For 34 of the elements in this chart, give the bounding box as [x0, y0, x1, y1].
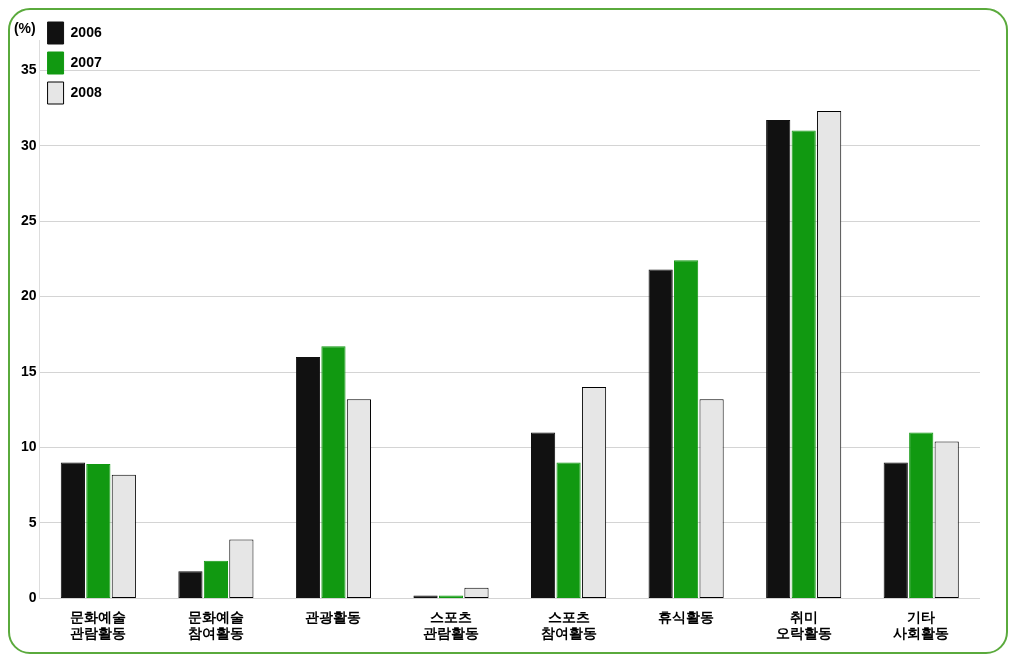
bar [295, 356, 321, 598]
legend-label: 2008 [70, 83, 102, 100]
bar [674, 260, 699, 598]
y-tick-label: 15 [20, 362, 37, 379]
bar [766, 119, 791, 598]
bar [909, 432, 934, 598]
bar [883, 462, 908, 598]
x-tick-label: 휴식활동 [658, 608, 715, 625]
x-tick-label: 취미 오락활동 [775, 608, 832, 642]
y-tick-label: 20 [20, 287, 37, 304]
bar [556, 462, 581, 598]
y-tick-label: 5 [28, 513, 37, 530]
y-axis-title: (%) [13, 19, 36, 36]
y-tick-label: 35 [20, 61, 37, 78]
legend-label: 2006 [70, 23, 102, 40]
x-tick-label: 관광활동 [305, 608, 362, 625]
bar [203, 560, 228, 598]
y-tick-label: 25 [20, 211, 37, 228]
x-tick-label: 스포츠 참여활동 [540, 608, 597, 642]
x-tick-label: 스포츠 관람활동 [423, 608, 480, 642]
y-tick-label: 30 [20, 136, 37, 153]
bar [321, 346, 346, 598]
y-tick-label: 10 [20, 438, 37, 455]
x-tick-label: 문화예술 참여활동 [187, 608, 244, 642]
bar [791, 130, 816, 598]
bar [86, 464, 111, 598]
y-tick-label: 0 [28, 589, 37, 606]
x-tick-label: 기타 사회활동 [893, 608, 950, 642]
bar [648, 269, 673, 598]
bar [60, 462, 85, 598]
x-tick-label: 문화예술 관람활동 [70, 608, 127, 642]
bar [531, 432, 556, 598]
legend-label: 2007 [70, 53, 102, 70]
bar [178, 571, 203, 598]
